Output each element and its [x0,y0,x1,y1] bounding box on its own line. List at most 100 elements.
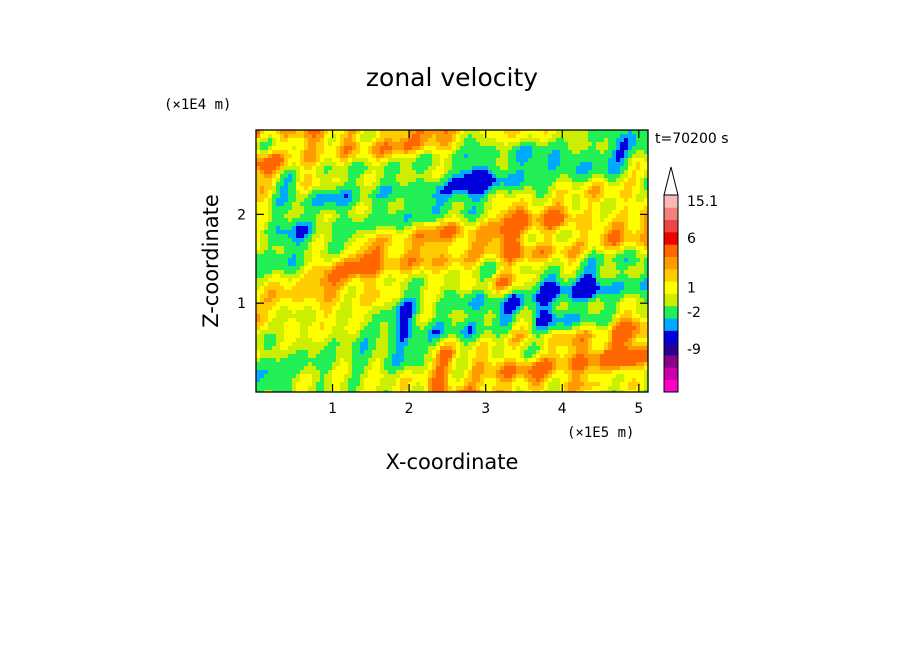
field-cell [536,158,541,163]
field-cell [640,238,645,243]
field-cell [616,166,621,171]
field-cell [484,226,489,231]
field-cell [584,310,589,315]
field-cell [344,134,349,139]
field-cell [544,182,549,187]
field-cell [532,130,537,135]
field-cell [600,262,605,267]
field-cell [604,206,609,211]
field-cell [304,294,309,299]
field-cell [520,274,525,279]
field-cell [512,166,517,171]
field-cell [280,230,285,235]
field-cell [372,330,377,335]
field-cell [372,254,377,259]
field-cell [500,162,505,167]
field-cell [460,174,465,179]
field-cell [596,250,601,255]
field-cell [612,182,617,187]
field-cell [292,310,297,315]
field-cell [360,306,365,311]
field-cell [644,174,648,179]
field-cell [484,330,489,335]
field-cell [452,178,457,183]
field-cell [636,274,641,279]
field-cell [608,182,613,187]
field-cell [524,158,529,163]
field-cell [484,154,489,159]
field-cell [424,258,429,263]
field-cell [452,298,457,303]
field-cell [564,134,569,139]
field-cell [348,274,353,279]
field-cell [448,190,453,195]
field-cell [572,138,577,143]
field-cell [292,298,297,303]
field-cell [524,234,529,239]
field-cell [416,314,421,319]
field-cell [460,222,465,227]
field-cell [500,258,505,263]
field-cell [604,162,609,167]
field-cell [520,266,525,271]
field-cell [540,230,545,235]
field-cell [552,258,557,263]
field-cell [592,210,597,215]
field-cell [588,298,593,303]
field-cell [412,270,417,275]
field-cell [544,190,549,195]
field-cell [428,246,433,251]
field-cell [608,146,613,151]
field-cell [280,294,285,299]
field-cell [476,182,481,187]
field-cell [272,266,277,271]
field-cell [260,294,265,299]
field-cell [604,182,609,187]
field-cell [260,214,265,219]
field-cell [536,214,541,219]
field-cell [428,214,433,219]
field-cell [328,166,333,171]
field-cell [468,178,473,183]
field-cell [536,318,541,323]
field-cell [448,306,453,311]
field-cell [264,242,269,247]
field-cell [468,282,473,287]
field-cell [448,298,453,303]
field-cell [588,138,593,143]
field-cell [612,306,617,311]
field-cell [584,234,589,239]
field-cell [592,154,597,159]
field-cell [640,282,645,287]
field-cell [408,258,413,263]
field-cell [528,294,533,299]
field-cell [336,206,341,211]
field-cell [408,166,413,171]
field-cell [348,134,353,139]
field-cell [428,318,433,323]
field-cell [496,298,501,303]
field-cell [492,194,497,199]
field-cell [288,298,293,303]
field-cell [356,218,361,223]
field-cell [396,314,401,319]
field-cell [596,286,601,291]
field-cell [472,146,477,151]
field-cell [272,142,277,147]
field-cell [280,310,285,315]
field-cell [348,234,353,239]
field-cell [560,242,565,247]
field-cell [500,150,505,155]
field-cell [644,154,648,159]
field-cell [556,214,561,219]
field-cell [572,186,577,191]
field-cell [396,250,401,255]
field-cell [552,138,557,143]
field-cell [580,294,585,299]
field-cell [476,170,481,175]
field-cell [620,186,625,191]
field-cell [504,326,509,331]
field-cell [504,258,509,263]
field-cell [260,134,265,139]
